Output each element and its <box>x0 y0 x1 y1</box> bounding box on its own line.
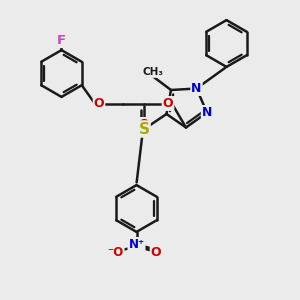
Text: N: N <box>191 82 202 95</box>
Text: N⁺: N⁺ <box>128 238 145 251</box>
Text: O: O <box>139 118 149 131</box>
Text: ⁻O: ⁻O <box>107 246 124 260</box>
Text: N: N <box>202 106 212 119</box>
Text: S: S <box>139 122 149 136</box>
Text: O: O <box>94 97 104 110</box>
Text: O: O <box>151 246 161 260</box>
Text: F: F <box>57 34 66 47</box>
Text: O: O <box>163 97 173 110</box>
Text: CH₃: CH₃ <box>142 67 164 77</box>
